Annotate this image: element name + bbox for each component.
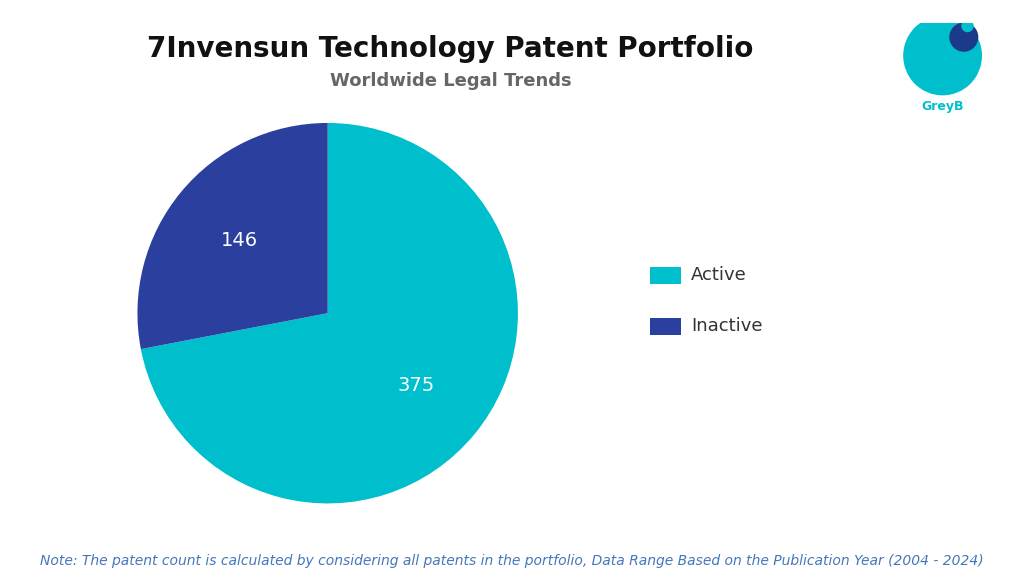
Text: Active: Active [691,266,746,285]
FancyBboxPatch shape [650,318,681,335]
Text: Inactive: Inactive [691,317,763,335]
Wedge shape [141,123,518,503]
Circle shape [950,23,978,51]
Circle shape [904,17,981,95]
Text: 375: 375 [397,376,434,396]
Text: 146: 146 [221,231,258,250]
Circle shape [962,20,973,31]
Text: 7Invensun Technology Patent Portfolio: 7Invensun Technology Patent Portfolio [147,35,754,63]
Text: GreyB: GreyB [922,100,964,113]
Wedge shape [137,123,328,349]
Text: Note: The patent count is calculated by considering all patents in the portfolio: Note: The patent count is calculated by … [40,554,984,568]
Text: Worldwide Legal Trends: Worldwide Legal Trends [330,72,571,90]
FancyBboxPatch shape [650,267,681,284]
